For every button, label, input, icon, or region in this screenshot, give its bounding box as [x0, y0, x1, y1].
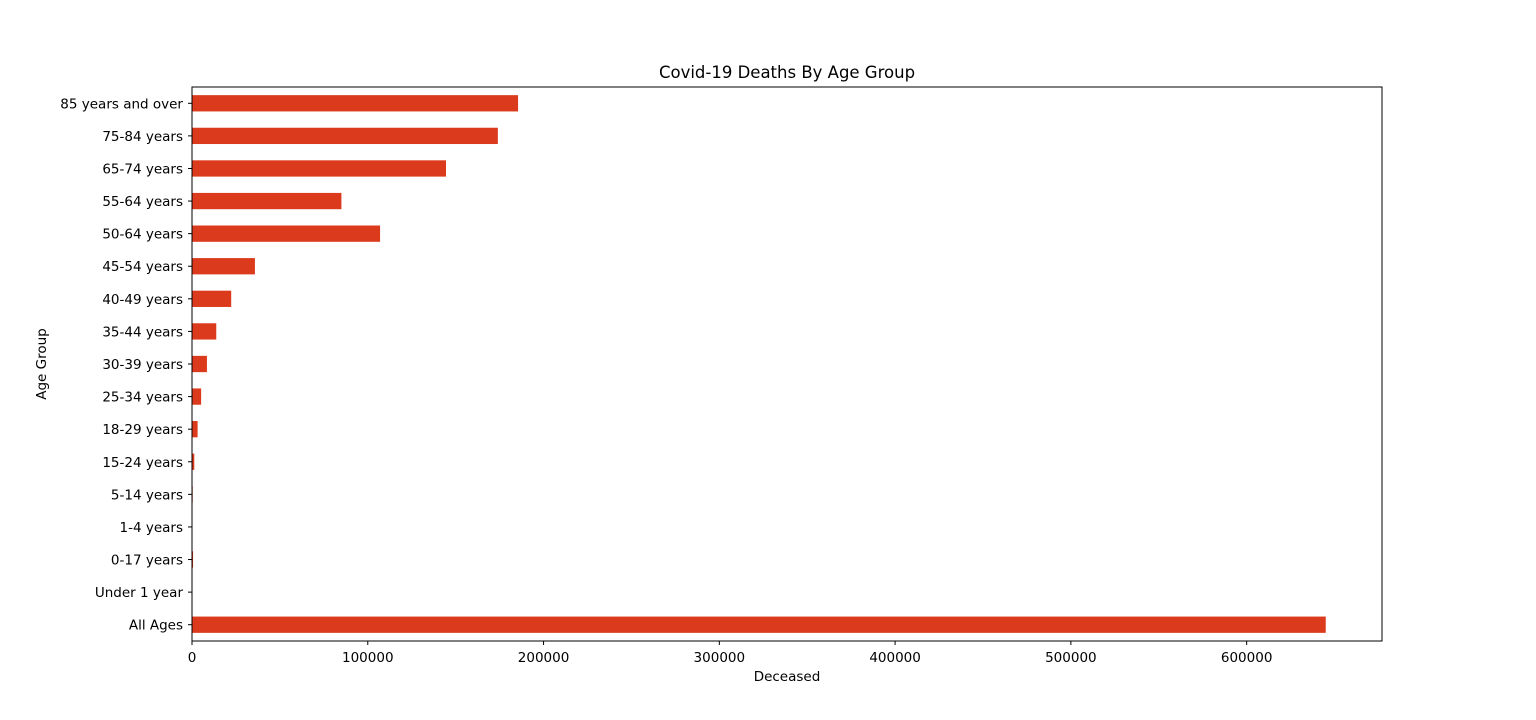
bar-0-17-years [192, 551, 194, 568]
y-tick-label: 18-29 years [102, 422, 183, 438]
bar-18-29-years [192, 421, 198, 438]
bar-35-44-years [192, 323, 217, 340]
bar-45-54-years [192, 258, 255, 275]
y-tick-label: 85 years and over [60, 96, 183, 112]
x-axis-ticks: 0 100000 200000 300000 400000 500000 600000 [188, 641, 1273, 666]
bar-85-years-and-over [192, 95, 519, 112]
y-tick-label: 5-14 years [111, 487, 183, 503]
y-tick-label: 55-64 years [102, 194, 183, 210]
y-tick-label: 30-39 years [102, 357, 183, 373]
y-tick-label: 35-44 years [102, 324, 183, 340]
y-tick-label: 1-4 years [120, 520, 184, 536]
x-tick-label: 600000 [1221, 650, 1273, 666]
y-tick-label: 40-49 years [102, 292, 183, 308]
x-tick-label: 500000 [1045, 650, 1097, 666]
x-tick-label: 200000 [518, 650, 570, 666]
bar-30-39-years [192, 355, 207, 373]
x-tick-label: 300000 [694, 650, 746, 666]
x-tick-label: 100000 [342, 650, 394, 666]
x-tick-label: 400000 [869, 650, 921, 666]
bar-all-ages [192, 616, 1326, 633]
bar-25-34-years [192, 388, 202, 405]
bar-15-24-years [192, 453, 195, 470]
bars-group [192, 95, 1326, 633]
y-tick-label: 45-54 years [102, 259, 183, 275]
y-tick-label: 25-34 years [102, 390, 183, 406]
y-tick-label: 65-74 years [102, 161, 183, 177]
x-axis-title: Deceased [754, 669, 821, 685]
bar-65-74-years [192, 160, 446, 177]
y-axis-title: Age Group [34, 328, 50, 400]
plot-frame [191, 86, 1383, 642]
y-tick-label: Under 1 year [95, 585, 184, 601]
bar-55-64-years [192, 192, 342, 210]
chart-title: Covid-19 Deaths By Age Group [659, 63, 915, 82]
y-axis-ticks: All Ages Under 1 year 0-17 years 1-4 years 5… [60, 96, 192, 634]
y-tick-label: 50-64 years [102, 227, 183, 243]
bar-40-49-years [192, 290, 232, 307]
bar-50-64-years [192, 225, 381, 242]
y-tick-label: All Ages [129, 618, 183, 634]
y-tick-label: 0-17 years [111, 553, 183, 569]
bar-75-84-years [192, 127, 498, 145]
x-tick-label: 0 [188, 650, 197, 666]
y-tick-label: 15-24 years [102, 455, 183, 471]
y-tick-label: 75-84 years [102, 129, 183, 145]
